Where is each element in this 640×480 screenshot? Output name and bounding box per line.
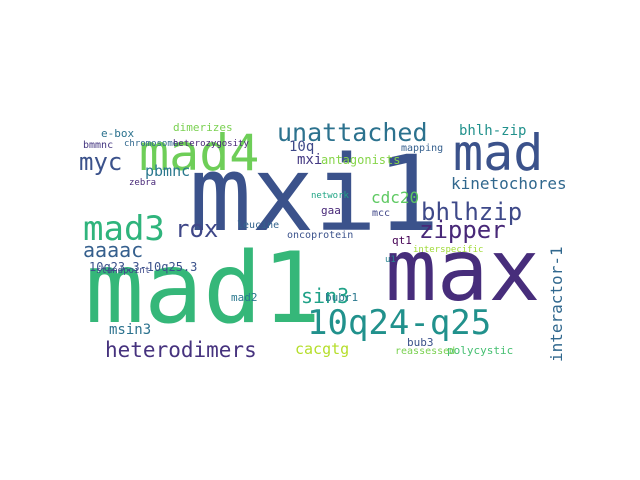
cloud-word: heterodimers — [105, 338, 257, 362]
cloud-word: heterozygosity — [173, 139, 249, 149]
cloud-word: sin3 — [301, 284, 350, 308]
cloud-word: qt1 — [392, 234, 412, 247]
cloud-word: aaaac — [83, 238, 144, 262]
cloud-word: zebra — [129, 178, 157, 188]
cloud-word: reassessed — [395, 346, 456, 357]
cloud-word: unattached — [277, 120, 428, 147]
cloud-word: bmmnc — [83, 140, 114, 151]
cloud-word: mad — [453, 124, 544, 182]
cloud-word: cdc20 — [371, 188, 420, 207]
cloud-word: standpoint — [96, 266, 151, 276]
cloud-word: 10q — [289, 139, 315, 155]
cloud-word: 10q24-q25 — [307, 303, 492, 343]
cloud-word: rox — [175, 215, 219, 243]
cloud-word: mxi — [297, 152, 323, 168]
cloud-word: bubr1 — [325, 291, 359, 304]
cloud-word: antagonists — [321, 153, 401, 167]
cloud-word: e-box — [101, 127, 135, 140]
cloud-word: kinetochores — [451, 174, 567, 193]
cloud-word: bhlhzip — [421, 198, 523, 226]
cloud-word: 10q23.3-10q25.3 — [89, 260, 198, 274]
word-cloud: mxi1 mad1 max mad mad4 10q24-q25 mad3 un… — [79, 120, 571, 365]
cloud-word: leucine — [237, 220, 280, 231]
cloud-word: mad2 — [231, 291, 258, 304]
cloud-word: interspecific — [413, 245, 484, 255]
cloud-word: cacgtg — [295, 340, 350, 358]
cloud-word: pbmnc — [145, 162, 191, 180]
cloud-word: network — [311, 191, 349, 201]
cloud-word: interactor-1 — [547, 246, 566, 362]
cloud-word: polycystic — [447, 344, 514, 357]
cloud-word: oncoprotein — [287, 230, 354, 241]
cloud-word: mad3 — [83, 209, 165, 249]
cloud-word: myc — [79, 148, 123, 176]
cloud-word: u1 — [385, 255, 396, 265]
cloud-word: mcc — [372, 208, 391, 219]
cloud-word: zipper — [419, 216, 506, 244]
cloud-word: gaa — [321, 204, 341, 217]
cloud-word: mapping — [401, 143, 444, 154]
cloud-word: mad1 — [85, 232, 322, 346]
cloud-word: dimerizes — [173, 121, 233, 134]
cloud-word: mxi1 — [189, 133, 440, 255]
cloud-word: bub3 — [407, 336, 434, 349]
cloud-word: msin3 — [109, 322, 152, 338]
cloud-word: bhlh-zip — [459, 123, 527, 139]
cloud-word: chromosome — [124, 139, 179, 149]
cloud-word: mad4 — [139, 124, 260, 182]
cloud-word: max — [385, 221, 541, 321]
